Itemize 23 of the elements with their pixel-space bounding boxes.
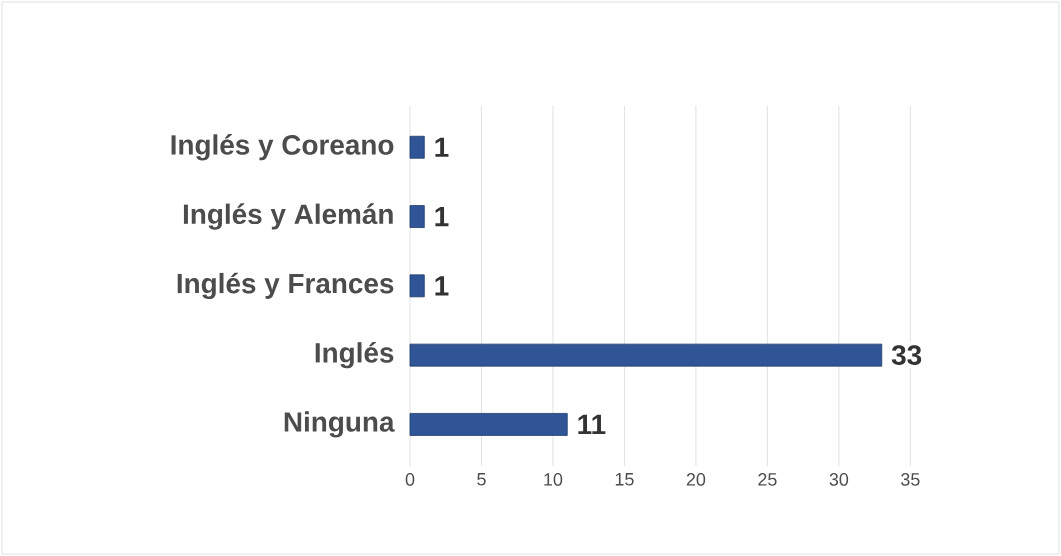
x-tick-label: 20 <box>686 473 706 486</box>
x-tick-label: 35 <box>901 473 920 486</box>
y-tick-label: Inglés y Alemán <box>183 203 393 230</box>
data-label: 1 <box>435 206 449 227</box>
x-tick-label: 30 <box>829 473 849 486</box>
y-tick-label: Inglés y Frances <box>177 272 394 300</box>
bar <box>409 274 425 298</box>
data-label: 1 <box>435 276 449 296</box>
data-label: 11 <box>578 414 606 435</box>
x-tick-label: 25 <box>758 473 777 486</box>
y-tick-label: Ninguna <box>284 411 395 438</box>
bar <box>409 135 425 159</box>
x-tick-label: 10 <box>544 473 563 486</box>
y-tick-label: Inglés <box>315 341 394 369</box>
bar <box>409 205 425 228</box>
x-tick-label: 0 <box>405 473 415 486</box>
x-tick-label: 15 <box>615 473 634 486</box>
y-tick-label: Inglés y Coreano <box>171 134 394 161</box>
x-tick-label: 5 <box>477 473 486 486</box>
bar <box>409 343 883 367</box>
data-label: 33 <box>891 345 922 366</box>
data-label: 1 <box>435 137 449 157</box>
bar <box>409 413 568 436</box>
